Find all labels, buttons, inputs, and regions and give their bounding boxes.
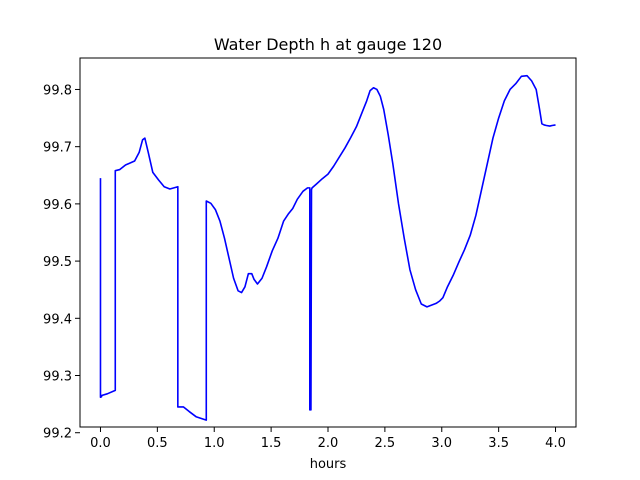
y-tick-label: 99.5 bbox=[43, 255, 72, 270]
y-tick-label: 99.2 bbox=[43, 427, 72, 442]
chart-title: Water Depth h at gauge 120 bbox=[214, 35, 442, 54]
x-tick-label: 2.0 bbox=[318, 436, 339, 451]
x-tick-label: 3.0 bbox=[431, 436, 452, 451]
x-axis: 0.0 0.5 1.0 1.5 2.0 2.5 3.0 3.5 4.0 bbox=[90, 427, 566, 451]
x-tick-label: 3.5 bbox=[488, 436, 509, 451]
x-tick-label: 2.5 bbox=[375, 436, 396, 451]
y-tick-label: 99.6 bbox=[43, 198, 72, 213]
y-tick-label: 99.4 bbox=[43, 312, 72, 327]
x-axis-label: hours bbox=[310, 457, 347, 472]
x-tick-label: 0.0 bbox=[90, 436, 111, 451]
x-tick-label: 1.0 bbox=[204, 436, 225, 451]
plot-area bbox=[99, 74, 556, 421]
x-tick-label: 1.5 bbox=[261, 436, 282, 451]
y-axis: 99.2 99.3 99.4 99.5 99.6 99.7 99.8 bbox=[43, 83, 80, 442]
x-tick-label: 4.0 bbox=[545, 436, 566, 451]
y-tick-label: 99.7 bbox=[43, 141, 72, 156]
y-tick-label: 99.3 bbox=[43, 370, 72, 385]
x-tick-label: 0.5 bbox=[147, 436, 168, 451]
y-tick-label: 99.8 bbox=[43, 83, 72, 98]
series-line-0 bbox=[99, 74, 556, 421]
plot-frame bbox=[79, 57, 577, 428]
